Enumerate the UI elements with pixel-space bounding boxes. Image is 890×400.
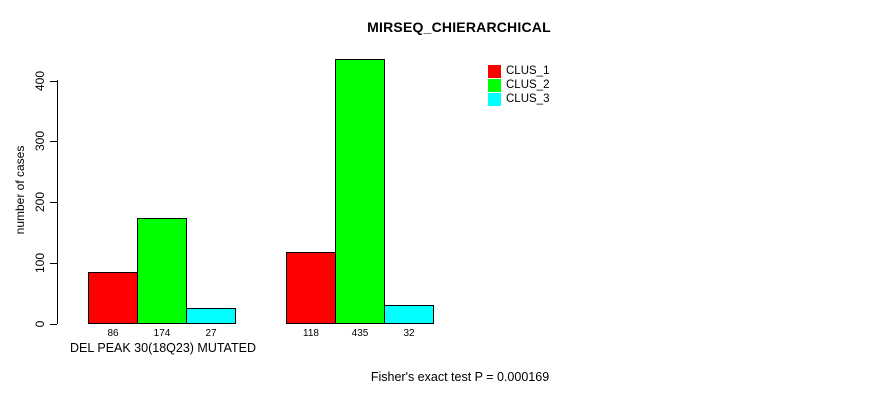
y-tick-label-0: 0 xyxy=(33,320,47,328)
legend-label-clus_1: CLUS_1 xyxy=(506,65,550,77)
bar-value-label-435: 435 xyxy=(351,328,369,339)
y-axis-label: number of cases xyxy=(13,145,27,235)
y-tick-label-300: 300 xyxy=(33,130,47,152)
bar-clus_1-group2 xyxy=(286,252,336,324)
bar-clus_1-group1 xyxy=(88,272,138,324)
x-axis-group-label: DEL PEAK 30(18Q23) MUTATED xyxy=(70,341,256,355)
bar-clus_3-group2 xyxy=(384,305,434,324)
y-tick-mark-300 xyxy=(50,141,57,142)
y-tick-mark-400 xyxy=(50,81,57,82)
chart-title: MIRSEQ_CHIERARCHICAL xyxy=(367,19,551,35)
legend-item-clus_2: CLUS_2 xyxy=(488,78,549,92)
bar-value-label-174: 174 xyxy=(153,328,171,339)
y-tick-mark-0 xyxy=(50,324,57,325)
bar-value-label-32: 32 xyxy=(403,328,415,339)
y-tick-mark-100 xyxy=(50,263,57,264)
bar-clus_2-group1 xyxy=(137,218,187,324)
y-tick-label-200: 200 xyxy=(33,191,47,213)
y-axis xyxy=(57,80,58,324)
legend-swatch-clus_1 xyxy=(488,64,501,78)
y-tick-mark-200 xyxy=(50,202,57,203)
y-tick-label-100: 100 xyxy=(33,252,47,274)
legend-item-clus_1: CLUS_1 xyxy=(488,64,549,78)
legend-label-clus_2: CLUS_2 xyxy=(506,79,550,91)
legend-item-clus_3: CLUS_3 xyxy=(488,92,549,106)
bar-value-label-118: 118 xyxy=(303,328,319,339)
bar-value-label-27: 27 xyxy=(205,328,217,339)
legend-swatch-clus_2 xyxy=(488,78,501,92)
legend-label-clus_3: CLUS_3 xyxy=(506,93,550,105)
bar-value-label-86: 86 xyxy=(107,328,119,339)
y-tick-label-400: 400 xyxy=(33,70,47,92)
footnote: Fisher's exact test P = 0.000169 xyxy=(370,370,550,384)
legend: CLUS_1 CLUS_2 CLUS_3 xyxy=(488,64,549,106)
bar-clus_2-group2 xyxy=(335,59,385,324)
legend-swatch-clus_3 xyxy=(488,92,501,106)
bar-clus_3-group1 xyxy=(186,308,236,324)
